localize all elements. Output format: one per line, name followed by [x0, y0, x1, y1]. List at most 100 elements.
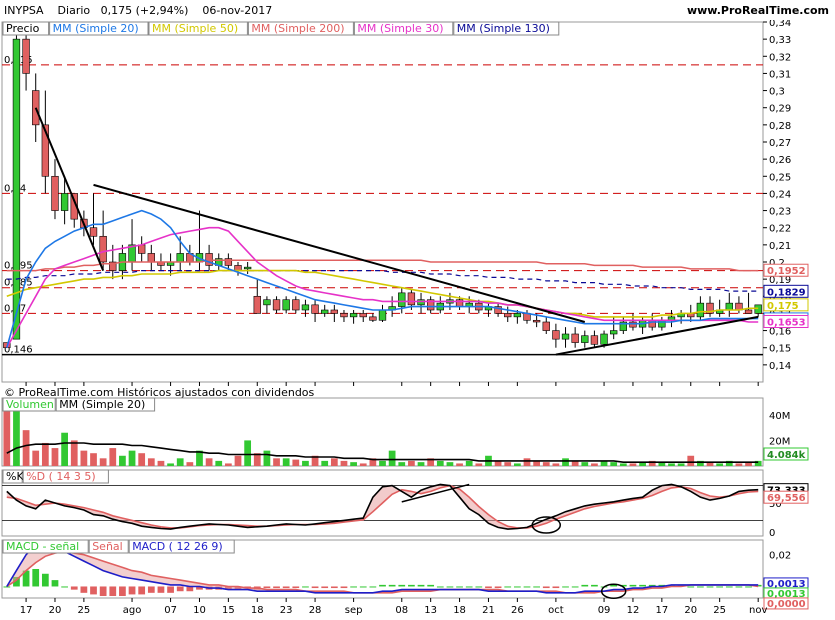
candle-body-25 [243, 266, 252, 270]
macd-legend-0: MACD - señal [6, 540, 79, 553]
header-date: 06-nov-2017 [202, 4, 273, 17]
macd-hist-56 [542, 586, 550, 589]
candle-body-5 [51, 175, 59, 211]
volume-legend-box-0 [2, 397, 56, 412]
macd-hist-49 [475, 586, 483, 588]
volume-bar-37 [359, 463, 367, 466]
price-tag-4: 0,1653 [767, 317, 806, 328]
macd-legend-box-2 [128, 539, 235, 554]
header-info: INYPSA Diario 0,175 (+2,94%) 06-nov-2017 [4, 4, 272, 17]
macd-line [6, 542, 759, 594]
candle-body-34 [330, 309, 339, 314]
macd-hist-54 [523, 586, 531, 588]
volume-bar-14 [138, 453, 146, 466]
macd-signal-line [6, 550, 759, 594]
macd-hist-40 [388, 584, 396, 587]
macd-hist-59 [571, 586, 579, 588]
macd-hist-10 [99, 586, 107, 596]
macd-circle [600, 583, 627, 599]
volume-bar-42 [408, 460, 415, 466]
volume-bar-18 [176, 458, 184, 466]
sma-30-line [6, 226, 759, 349]
volume-bar-66 [639, 462, 646, 466]
macd-hist-4 [41, 573, 49, 587]
price-legend-0: Precio [6, 22, 40, 35]
x-tick-label-20: 20 [684, 605, 697, 616]
volume-bar-49 [475, 463, 483, 466]
x-tick-label-11: 08 [395, 605, 408, 616]
candle-body-37 [359, 313, 367, 318]
x-tick-label-17: 09 [598, 605, 611, 616]
macd-hist-5 [51, 580, 59, 587]
volume-bar-52 [504, 462, 512, 466]
price-tick-label-17: 0,31 [769, 69, 791, 80]
price-tick-label-13: 0,27 [769, 138, 791, 149]
candle-body-61 [590, 335, 599, 345]
macd-hist-7 [70, 586, 78, 590]
macd-hist-25 [244, 586, 252, 589]
volume-bar-43 [417, 462, 425, 466]
volume-bar-8 [80, 450, 88, 466]
candle-body-32 [311, 304, 319, 314]
macd-legend-box-0 [2, 539, 89, 554]
volume-tick-1: 40M [769, 411, 790, 422]
volume-bar-16 [157, 460, 165, 466]
volume-last-label: 4.084k [767, 450, 806, 461]
macd-legend-1: Señal [92, 540, 123, 553]
volume-bar-67 [648, 460, 656, 466]
volume-bar-0 [3, 409, 11, 466]
price-tag-box-1 [763, 284, 809, 298]
volume-bar-65 [629, 463, 637, 466]
macd-hist-18 [176, 586, 184, 592]
volume-bar-77 [745, 462, 752, 466]
candle-body-27 [263, 299, 271, 306]
candle-body-3 [32, 90, 40, 126]
volume-bar-39 [379, 460, 386, 466]
candle-body-59 [571, 333, 579, 343]
volume-bar-68 [658, 462, 666, 466]
x-tick-label-22: nov [749, 605, 767, 616]
x-tick-label-18: 12 [627, 605, 640, 616]
candle-body-18 [176, 253, 184, 263]
macd-hist-42 [408, 584, 415, 587]
volume-bar-34 [330, 458, 338, 466]
stoch-circle [531, 516, 562, 534]
volume-bar-59 [571, 460, 579, 466]
candle-body-55 [532, 319, 541, 323]
macd-tick-1: 0,02 [769, 551, 791, 562]
macd-hist-28 [273, 586, 280, 589]
candle-body-78 [754, 304, 762, 314]
price-tick-label-8: 0,22 [769, 224, 791, 235]
macd-hist-51 [494, 586, 502, 589]
candle-body-2 [22, 38, 30, 74]
volume-bar-61 [591, 463, 598, 466]
candle-body-56 [542, 321, 550, 331]
candle-body-63 [610, 330, 618, 335]
x-tick-label-8: 23 [280, 605, 293, 616]
macd-hist-6 [61, 586, 68, 588]
volume-bar-46 [446, 462, 454, 466]
candle-body-65 [629, 321, 637, 328]
volume-bar-51 [494, 460, 502, 466]
volume-bar-64 [619, 463, 627, 466]
volume-bar-71 [687, 455, 695, 466]
price-tag-box-0 [763, 263, 809, 277]
volume-bar-28 [273, 458, 280, 466]
volume-bar-62 [600, 460, 608, 466]
volume-bar-48 [465, 460, 473, 466]
x-tick-label-10: sep [345, 605, 363, 616]
candle-body-41 [398, 292, 406, 307]
price-change: (+2,94%) [135, 4, 189, 17]
candle-body-51 [494, 306, 502, 314]
volume-bar-31 [302, 460, 309, 466]
price-panel-frame [1, 21, 764, 383]
macd-last-box-2 [763, 597, 809, 610]
sma-50-line [6, 269, 759, 318]
macd-hist-39 [379, 584, 386, 587]
volume-bar-13 [128, 450, 136, 466]
price-tick-label-6: 0,2 [769, 258, 785, 269]
macd-last-1: 0,0013 [767, 589, 806, 600]
stoch-d-label: 69,556 [767, 493, 806, 504]
macd-hist-44 [427, 584, 435, 587]
site-link[interactable]: www.ProRealTime.com [686, 4, 829, 17]
